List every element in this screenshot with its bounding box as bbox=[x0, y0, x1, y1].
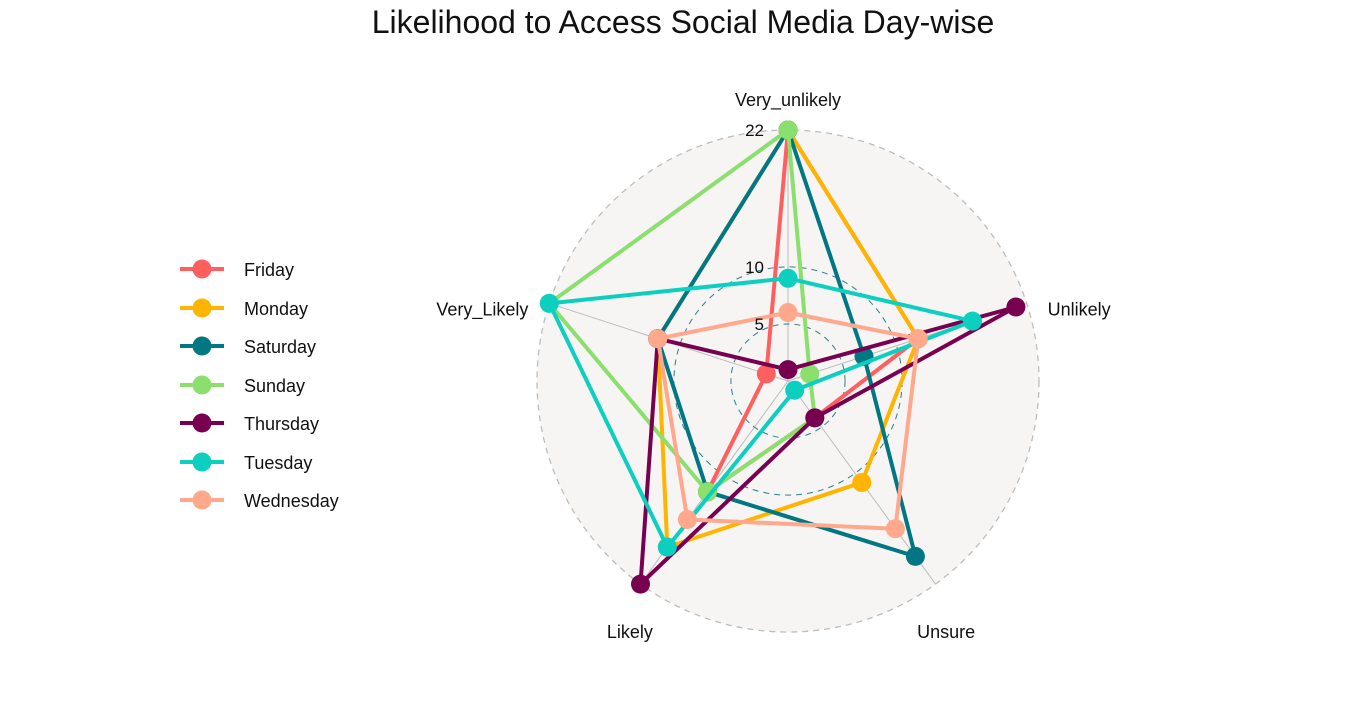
legend-label: Saturday bbox=[244, 337, 317, 357]
legend-label: Thursday bbox=[244, 414, 320, 434]
data-point bbox=[852, 473, 872, 492]
data-point bbox=[785, 380, 805, 400]
legend-swatch-marker bbox=[192, 336, 212, 356]
legend-swatch-marker bbox=[192, 413, 212, 433]
legend-label: Tuesday bbox=[244, 452, 313, 473]
legend-label: Sunday bbox=[244, 375, 306, 396]
data-point bbox=[677, 510, 697, 529]
data-point bbox=[805, 408, 825, 428]
data-point bbox=[778, 303, 798, 322]
legend-label: Wednesday bbox=[244, 491, 339, 511]
series-line bbox=[547, 276, 975, 550]
category-label: Very_unlikely bbox=[735, 90, 841, 111]
category-label: Very_Likely bbox=[436, 299, 528, 320]
data-point bbox=[539, 293, 559, 313]
data-point bbox=[756, 364, 776, 384]
legend-swatch-marker bbox=[192, 259, 212, 279]
legend-swatch bbox=[180, 490, 224, 510]
series-tuesday bbox=[539, 268, 982, 557]
legend-swatch bbox=[180, 336, 224, 356]
category-label: Likely bbox=[607, 622, 653, 642]
legend-swatch-marker bbox=[192, 490, 212, 510]
series-line bbox=[547, 128, 817, 494]
data-point bbox=[778, 268, 798, 288]
legend-swatch bbox=[180, 452, 224, 471]
data-point bbox=[800, 364, 820, 384]
category-label: Unsure bbox=[917, 622, 975, 642]
data-point bbox=[631, 574, 650, 594]
category-label: Unlikely bbox=[1048, 299, 1111, 319]
data-point bbox=[778, 360, 798, 380]
legend-swatch bbox=[180, 413, 224, 433]
data-point bbox=[698, 482, 717, 502]
data-point bbox=[905, 546, 925, 566]
data-point bbox=[1006, 297, 1026, 317]
label-layer: 5 10 22 Very_unlikely Unlikely Unsure Likely Ve… bbox=[436, 90, 1110, 642]
data-point bbox=[657, 537, 677, 557]
data-point bbox=[963, 311, 982, 331]
legend-label: Monday bbox=[244, 298, 309, 319]
series-wednesday bbox=[648, 303, 928, 539]
radial-tick-label: 22 bbox=[745, 121, 764, 140]
radial-tick-label: 5 bbox=[755, 315, 764, 334]
legend-label: Friday bbox=[244, 260, 295, 280]
data-point bbox=[778, 120, 798, 140]
legend-swatch bbox=[180, 259, 224, 279]
legend-swatch-marker bbox=[192, 452, 212, 471]
legend-swatch bbox=[180, 298, 224, 317]
data-point bbox=[908, 329, 928, 349]
legend-swatch-marker bbox=[192, 375, 212, 394]
series-layer bbox=[539, 120, 1026, 594]
legend-swatch-marker bbox=[192, 298, 212, 317]
radial-tick-label: 10 bbox=[745, 258, 764, 277]
series-line bbox=[655, 310, 921, 531]
legend-swatch bbox=[180, 375, 224, 394]
data-point bbox=[885, 519, 905, 539]
chart-title: Likelihood to Access Social Media Day-wi… bbox=[371, 4, 995, 40]
data-point bbox=[648, 329, 668, 349]
